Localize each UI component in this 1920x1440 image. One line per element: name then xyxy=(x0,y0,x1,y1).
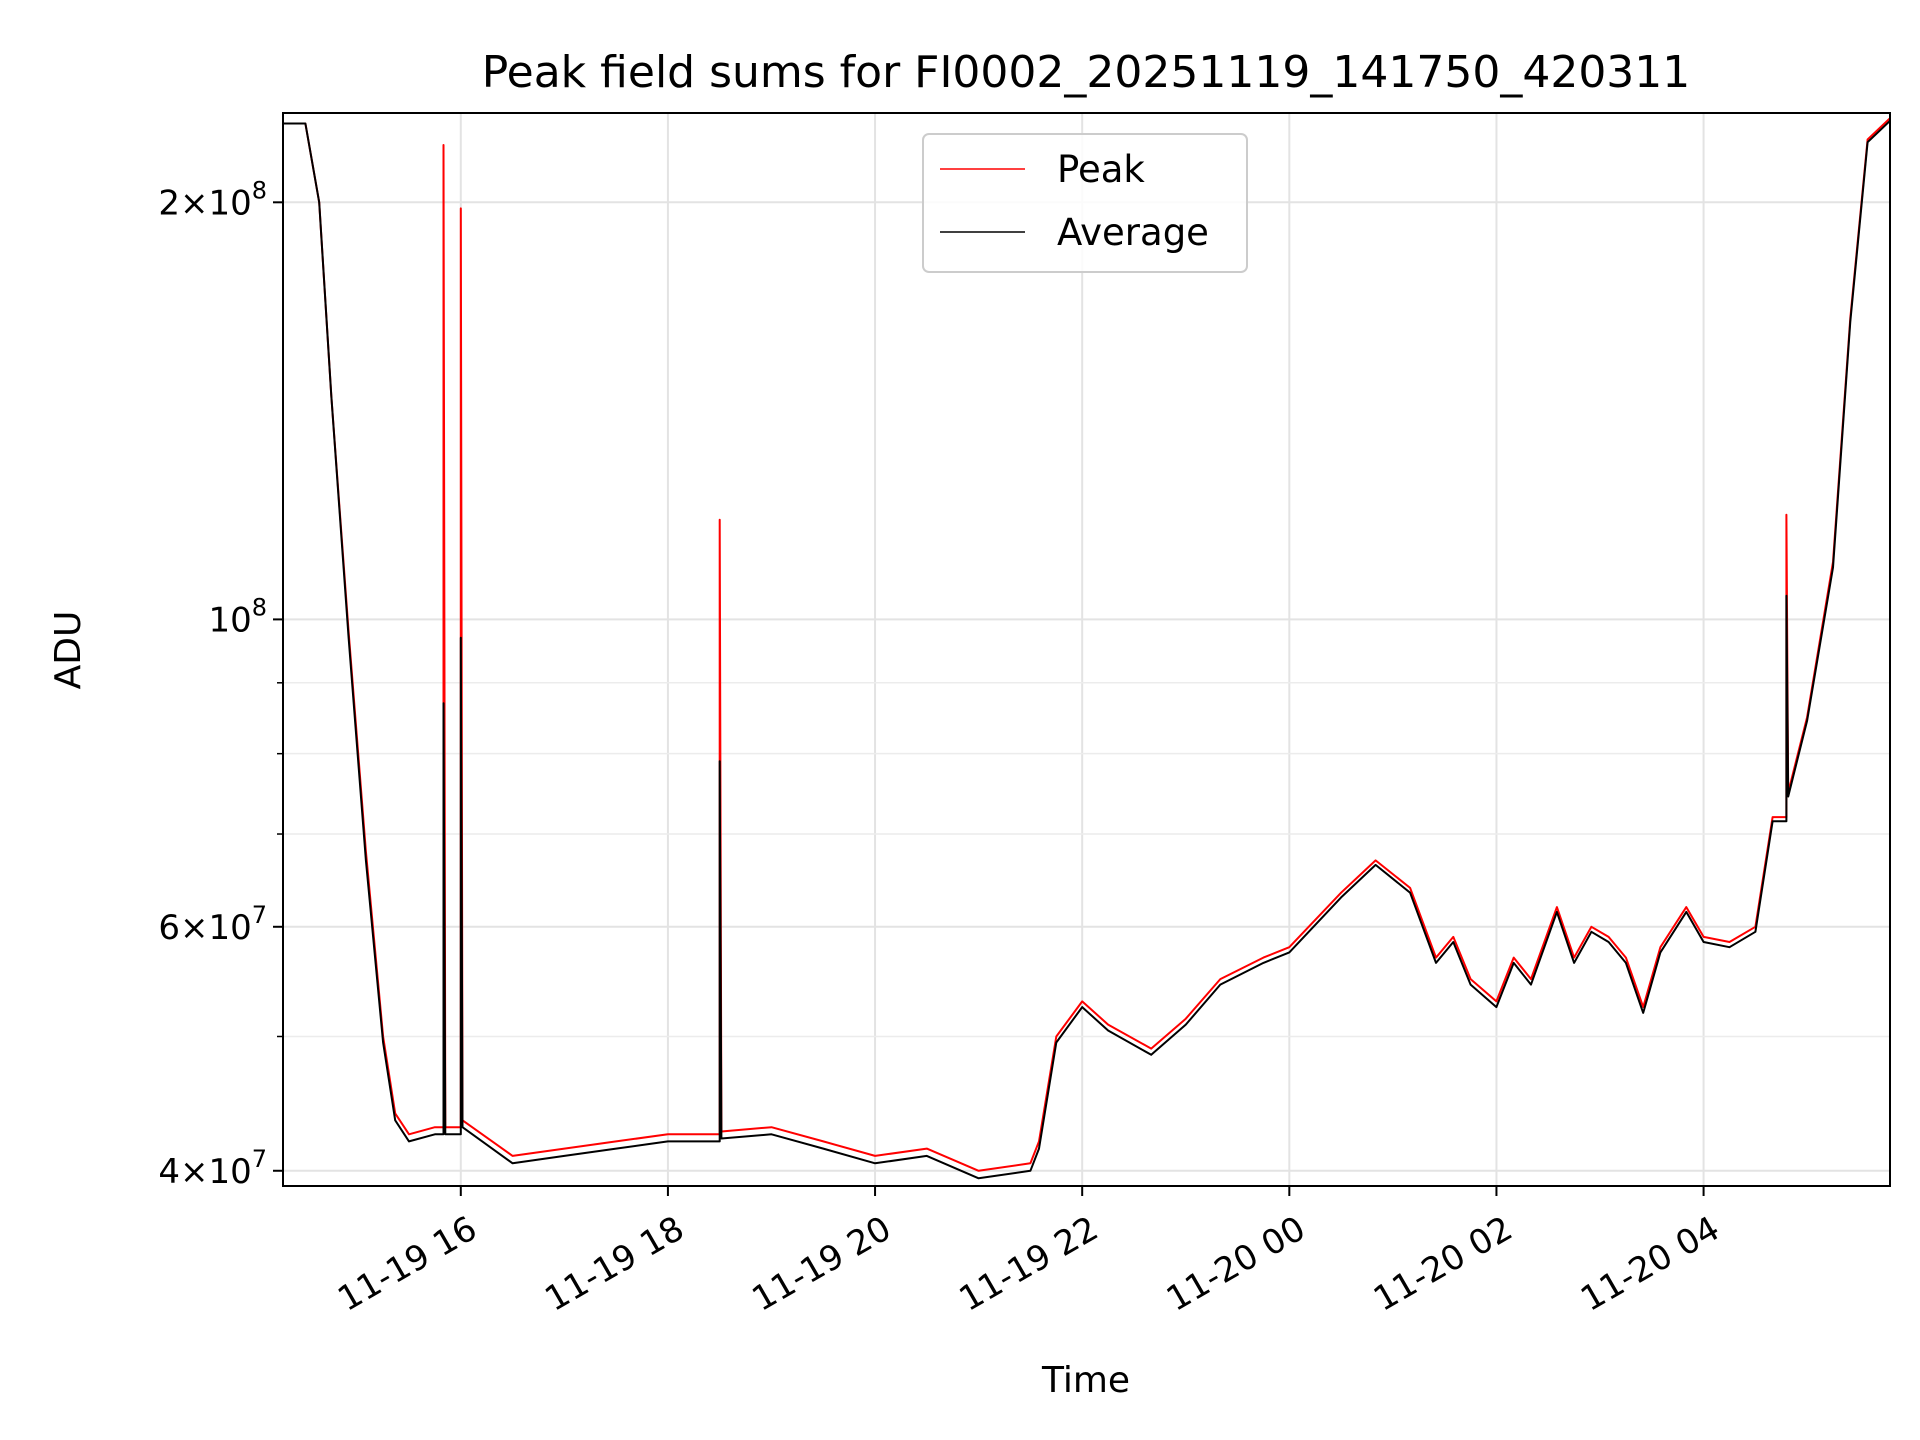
series-line-peak xyxy=(283,117,1891,1172)
y-axis: 4×107 6×107 108 2×108 xyxy=(158,176,283,1192)
grid xyxy=(283,113,1890,1186)
chart-title: Peak field sums for FI0002_20251119_1417… xyxy=(482,47,1691,98)
legend-label-average: Average xyxy=(1057,211,1209,254)
x-tick-label: 11-19 18 xyxy=(538,1209,690,1320)
y-tick-label: 6×107 xyxy=(158,901,267,948)
x-tick-label: 11-20 02 xyxy=(1367,1209,1519,1320)
x-tick-label: 11-19 22 xyxy=(953,1209,1105,1320)
x-tick-label: 11-19 16 xyxy=(331,1209,483,1320)
y-tick-label: 108 xyxy=(208,593,267,640)
x-tick-label: 11-19 20 xyxy=(746,1209,898,1320)
series-layer xyxy=(283,117,1891,1180)
x-tick-label: 11-20 00 xyxy=(1160,1209,1312,1320)
x-axis: 11-19 16 11-19 18 11-19 20 11-19 22 11-20 00… xyxy=(331,1186,1726,1320)
y-axis-label: ADU xyxy=(48,611,89,690)
series-line-average xyxy=(283,120,1891,1180)
legend: Peak Average xyxy=(922,133,1248,273)
plot-frame xyxy=(282,112,1891,1187)
y-tick-label: 2×108 xyxy=(158,176,267,223)
y-tick-label: 4×107 xyxy=(158,1145,267,1192)
legend-label-peak: Peak xyxy=(1057,148,1145,191)
x-tick-label: 11-20 04 xyxy=(1574,1209,1726,1320)
x-axis-label: Time xyxy=(1041,1360,1130,1401)
